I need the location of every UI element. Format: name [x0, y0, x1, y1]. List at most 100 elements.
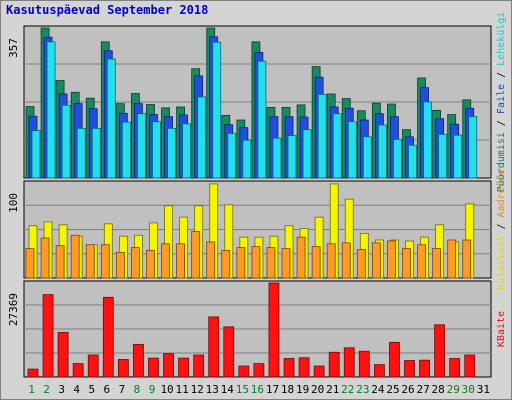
bar-top-lehekülgi-day-13	[212, 41, 222, 179]
x-tick-label-day-5: 5	[88, 383, 95, 396]
bar-middle-aadresse-day-20	[311, 246, 321, 279]
bar-bottom-kbaite-day-18	[283, 358, 295, 378]
bar-bottom-kbaite-day-20	[313, 365, 325, 378]
bar-top-lehekülgi-day-9	[152, 121, 161, 179]
bar-bottom-kbaite-day-9	[148, 357, 159, 378]
bar-middle-aadresse-day-3	[55, 245, 65, 279]
x-tick-label-day-18: 18	[281, 383, 294, 396]
x-tick-label-day-12: 12	[191, 383, 204, 396]
bar-top-lehekülgi-day-2	[46, 41, 56, 179]
bar-middle-aadresse-day-9	[146, 250, 155, 279]
bar-top-lehekülgi-day-12	[197, 96, 207, 179]
bar-bottom-kbaite-day-6	[102, 296, 114, 378]
bar-bottom-kbaite-day-8	[133, 343, 144, 378]
x-tick-label-day-10: 10	[160, 383, 173, 396]
bar-bottom-kbaite-day-13	[208, 316, 220, 378]
bar-top-lehekülgi-day-6	[106, 58, 116, 179]
x-tick-label-day-20: 20	[311, 383, 324, 396]
bar-bottom-kbaite-day-25	[389, 341, 400, 378]
legend-item-faile: Faile	[496, 84, 507, 114]
bar-middle-aadresse-day-12	[191, 231, 201, 279]
bar-middle-aadresse-day-1	[25, 248, 35, 279]
bar-middle-aadresse-day-24	[371, 242, 381, 279]
panel-top-ymax-label: 357	[7, 38, 20, 58]
x-tick-label-day-21: 21	[326, 383, 339, 396]
bar-bottom-kbaite-day-29	[449, 358, 461, 378]
panel-bottom-legend: KBaite	[496, 311, 507, 347]
x-tick-label-day-9: 9	[149, 383, 156, 396]
bar-top-lehekülgi-day-11	[182, 123, 192, 179]
bar-bottom-kbaite-day-24	[373, 364, 385, 378]
bar-middle-aadresse-day-11	[176, 243, 186, 279]
bar-top-lehekülgi-day-18	[287, 135, 297, 179]
bar-middle-aadresse-day-8	[131, 247, 140, 279]
x-tick-label-day-8: 8	[134, 383, 141, 396]
x-tick-label-day-28: 28	[432, 383, 445, 396]
x-tick-label-day-1: 1	[28, 383, 35, 396]
bar-bottom-kbaite-day-19	[298, 357, 310, 378]
bar-middle-aadresse-day-26	[402, 248, 411, 279]
x-tick-label-day-16: 16	[251, 383, 264, 396]
x-tick-label-day-26: 26	[401, 383, 414, 396]
bar-bottom-kbaite-day-26	[404, 360, 415, 378]
bar-middle-aadresse-day-16	[251, 246, 261, 279]
x-tick-label-day-14: 14	[221, 383, 235, 396]
x-tick-label-day-13: 13	[206, 383, 219, 396]
bar-middle-aadresse-day-2	[40, 237, 50, 279]
bar-top-lehekülgi-day-19	[302, 129, 312, 179]
bar-top-lehekülgi-day-28	[438, 133, 448, 179]
bar-bottom-kbaite-day-30	[464, 354, 476, 378]
bar-top-lehekülgi-day-5	[91, 128, 101, 179]
bar-middle-aadresse-day-25	[387, 240, 396, 279]
bar-top-lehekülgi-day-25	[393, 138, 402, 179]
bar-top-lehekülgi-day-10	[167, 128, 176, 179]
bar-middle-aadresse-day-19	[296, 236, 306, 279]
bar-bottom-kbaite-day-23	[358, 350, 370, 378]
legend-separator: /	[496, 114, 507, 132]
bar-middle-aadresse-day-6	[100, 244, 110, 279]
legend-item-kbaite: KBaite	[496, 311, 507, 347]
legend-separator: /	[496, 217, 507, 235]
legend-item-aadresse: Aadresse	[496, 169, 507, 217]
x-tick-label-day-6: 6	[104, 383, 111, 396]
bar-top-lehekülgi-day-24	[377, 124, 387, 179]
x-tick-label-day-3: 3	[58, 383, 65, 396]
bar-bottom-kbaite-day-14	[223, 326, 235, 378]
bar-bottom-kbaite-day-2	[42, 294, 54, 378]
panel-top-legend: Pöördumisi / Faile / Lehekülgi	[496, 12, 507, 193]
x-tick-label-day-22: 22	[341, 383, 354, 396]
bar-top-lehekülgi-day-1	[31, 130, 41, 179]
x-tick-label-day-7: 7	[119, 383, 126, 396]
bar-middle-aadresse-day-28	[432, 248, 442, 279]
bar-top-lehekülgi-day-20	[317, 93, 327, 179]
x-tick-label-day-27: 27	[416, 383, 429, 396]
bar-top-lehekülgi-day-22	[347, 121, 357, 179]
panel-middle-legend: Külastusi / Aadresse	[496, 169, 507, 289]
bar-bottom-kbaite-day-1	[27, 368, 39, 378]
bar-middle-aadresse-day-7	[115, 251, 125, 279]
x-tick-label-day-29: 29	[447, 383, 460, 396]
x-tick-label-day-17: 17	[266, 383, 279, 396]
x-tick-label-day-23: 23	[356, 383, 369, 396]
x-tick-label-day-11: 11	[176, 383, 189, 396]
bar-middle-aadresse-day-5	[85, 244, 95, 279]
bar-top-lehekülgi-day-23	[362, 136, 372, 179]
bar-top-lehekülgi-day-26	[408, 144, 417, 179]
bar-top-lehekülgi-day-3	[61, 104, 71, 179]
bar-middle-aadresse-day-10	[161, 243, 170, 279]
bar-top-lehekülgi-day-4	[76, 128, 86, 179]
legend-item-lehekülgi: Lehekülgi	[496, 12, 507, 66]
bar-top-lehekülgi-day-30	[468, 116, 478, 179]
bar-top-lehekülgi-day-27	[423, 101, 432, 179]
bar-middle-aadresse-day-15	[236, 247, 246, 279]
bar-top-lehekülgi-day-17	[272, 137, 282, 179]
bar-bottom-kbaite-day-27	[419, 359, 430, 378]
bar-bottom-kbaite-day-11	[178, 357, 190, 378]
bar-bottom-kbaite-day-7	[117, 359, 129, 378]
bar-top-lehekülgi-day-29	[453, 134, 463, 179]
x-tick-label-day-31: 31	[477, 383, 490, 396]
legend-separator: /	[496, 66, 507, 84]
bar-top-lehekülgi-day-16	[257, 60, 267, 179]
